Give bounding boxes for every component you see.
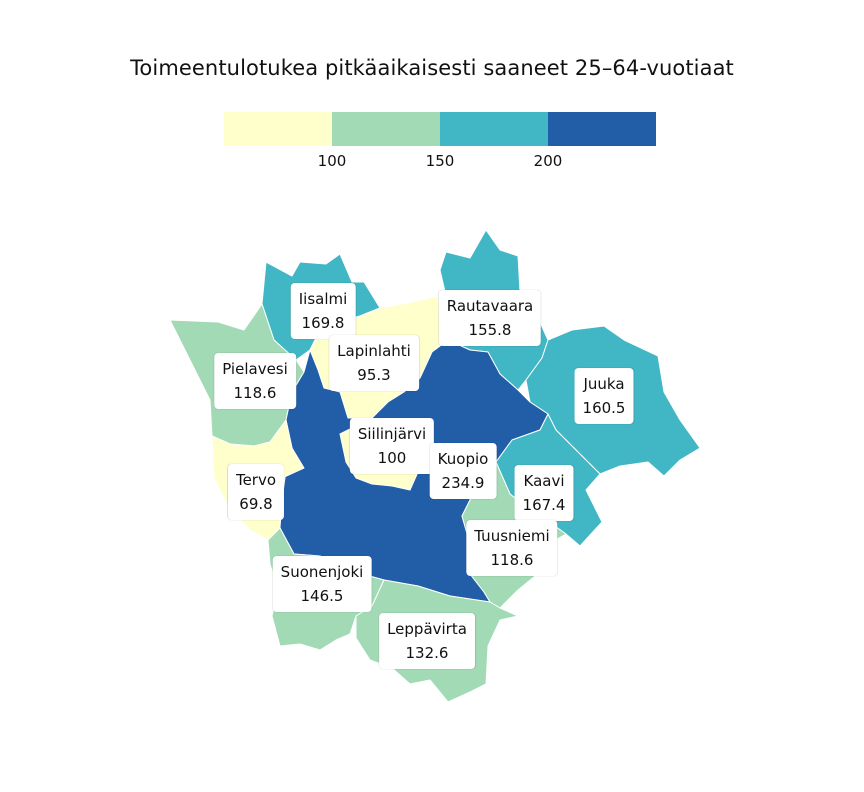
region-value: 146.5 (300, 587, 344, 605)
region-value: 155.8 (468, 321, 512, 339)
region-name: Pielavesi (222, 360, 288, 378)
label-lapinlahti: Lapinlahti 95.3 (329, 335, 419, 391)
region-name: Iisalmi (298, 290, 348, 308)
region-value: 167.4 (522, 496, 566, 514)
label-suonenjoki: Suonenjoki 146.5 (272, 556, 372, 612)
legend-tick-200: 200 (533, 152, 563, 170)
region-name: Rautavaara (446, 297, 534, 315)
label-leppavirta: Leppävirta 132.6 (379, 613, 475, 669)
region-value: 118.6 (490, 551, 534, 569)
region-name: Juuka (583, 375, 625, 393)
label-juuka: Juuka 160.5 (574, 368, 634, 424)
region-value: 95.3 (357, 366, 391, 384)
label-siilinjarvi: Siilinjärvi 100 (349, 418, 435, 474)
label-pielavesi: Pielavesi 118.6 (214, 353, 296, 409)
label-kaavi: Kaavi 167.4 (514, 465, 574, 521)
region-value: 100 (377, 449, 407, 467)
region-name: Kaavi (523, 472, 565, 490)
region-name: Leppävirta (387, 620, 467, 638)
region-value: 169.8 (301, 314, 345, 332)
region-name: Siilinjärvi (357, 425, 427, 443)
region-value: 132.6 (405, 644, 449, 662)
region-name: Tervo (235, 471, 277, 489)
label-rautavaara: Rautavaara 155.8 (438, 290, 542, 346)
region-value: 160.5 (582, 399, 626, 417)
region-value: 118.6 (233, 384, 277, 402)
legend-swatch-1 (224, 112, 332, 146)
label-kuopio: Kuopio 234.9 (429, 443, 497, 499)
map-title: Toimeentulotukea pitkäaikaisesti saaneet… (130, 56, 734, 80)
label-tervo: Tervo 69.8 (227, 464, 285, 520)
region-name: Suonenjoki (280, 563, 364, 581)
legend-tick-150: 150 (425, 152, 455, 170)
region-name: Kuopio (437, 450, 489, 468)
region-name: Lapinlahti (337, 342, 411, 360)
region-name: Tuusniemi (474, 527, 550, 545)
region-value: 234.9 (441, 474, 485, 492)
legend-swatch-3 (440, 112, 548, 146)
legend-swatch-4 (548, 112, 656, 146)
label-tuusniemi: Tuusniemi 118.6 (466, 520, 558, 576)
region-value: 69.8 (239, 495, 273, 513)
legend-tick-100: 100 (317, 152, 347, 170)
label-iisalmi: Iisalmi 169.8 (290, 283, 356, 339)
legend-swatch-2 (332, 112, 440, 146)
